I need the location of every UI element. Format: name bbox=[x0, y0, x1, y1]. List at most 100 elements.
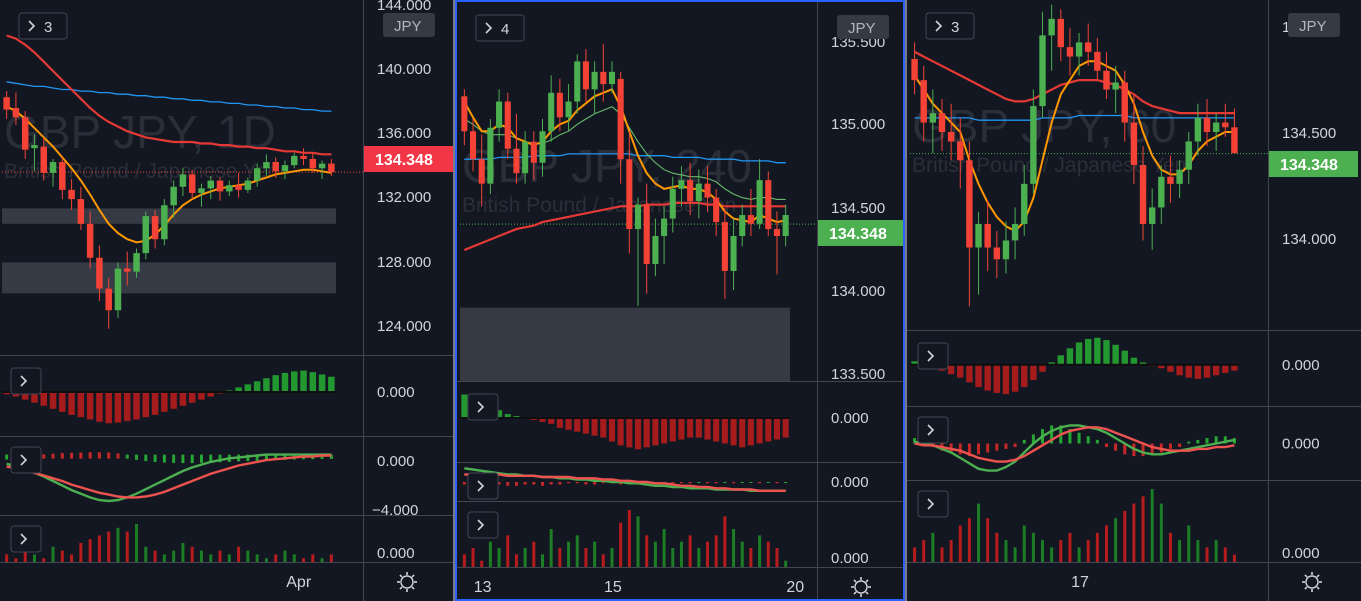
candle[interactable] bbox=[96, 245, 103, 301]
candle[interactable] bbox=[253, 163, 261, 187]
candle[interactable] bbox=[993, 231, 1001, 279]
candle[interactable] bbox=[1148, 188, 1156, 250]
candle[interactable] bbox=[1085, 23, 1092, 66]
candle[interactable] bbox=[244, 177, 252, 193]
candle[interactable] bbox=[1130, 94, 1138, 184]
candle[interactable] bbox=[291, 152, 298, 169]
candle[interactable] bbox=[40, 137, 47, 181]
candle[interactable] bbox=[1030, 89, 1037, 194]
candle[interactable] bbox=[739, 204, 746, 247]
chart-panel-daily[interactable]: GBP JPY, 1D British Pound / Japanese Yen 1… bbox=[0, 0, 453, 601]
candle[interactable] bbox=[530, 131, 537, 181]
candle[interactable] bbox=[1011, 207, 1019, 260]
candle[interactable] bbox=[574, 54, 581, 114]
candle[interactable] bbox=[281, 160, 289, 180]
indicator-expand-button[interactable] bbox=[10, 525, 42, 553]
candle[interactable] bbox=[782, 204, 789, 247]
candle[interactable] bbox=[300, 148, 307, 166]
indicator-expand-button[interactable] bbox=[10, 367, 42, 395]
candle[interactable] bbox=[1112, 66, 1119, 114]
candle[interactable] bbox=[469, 119, 477, 172]
candle[interactable] bbox=[328, 158, 335, 176]
signal-line-a[interactable] bbox=[464, 467, 786, 492]
candle[interactable] bbox=[721, 208, 728, 299]
pane-selector-button[interactable]: 4 bbox=[475, 14, 525, 42]
candle[interactable] bbox=[626, 131, 633, 254]
candle[interactable] bbox=[643, 183, 650, 294]
ma-long-line[interactable] bbox=[6, 81, 332, 112]
candle[interactable] bbox=[309, 152, 317, 173]
candle[interactable] bbox=[765, 171, 772, 237]
candle[interactable] bbox=[539, 119, 546, 177]
candle[interactable] bbox=[77, 186, 85, 230]
candle[interactable] bbox=[198, 183, 205, 207]
candle[interactable] bbox=[617, 71, 624, 184]
gear-icon[interactable] bbox=[1302, 572, 1322, 592]
candle[interactable] bbox=[695, 169, 702, 219]
candle[interactable] bbox=[170, 180, 177, 218]
candle[interactable] bbox=[513, 113, 520, 184]
candle[interactable] bbox=[773, 211, 781, 275]
chart-panel-1h[interactable]: GBP JPY, 60 British Pound / Japanese Yen 1… bbox=[907, 0, 1361, 601]
candle[interactable] bbox=[31, 134, 38, 172]
indicator-expand-button[interactable] bbox=[917, 490, 949, 518]
candle[interactable] bbox=[1176, 160, 1183, 198]
candle[interactable] bbox=[59, 157, 66, 200]
chart-panel-4h[interactable]: GBP JPY, 240 British Pound / Japanese Yen… bbox=[455, 0, 905, 601]
signal-line-b[interactable] bbox=[464, 473, 786, 492]
candle[interactable] bbox=[957, 117, 964, 189]
candle[interactable] bbox=[1158, 165, 1165, 224]
candle[interactable] bbox=[920, 66, 927, 142]
candle[interactable] bbox=[556, 78, 563, 132]
candle[interactable] bbox=[652, 218, 659, 277]
gear-icon[interactable] bbox=[851, 577, 871, 597]
zone-0[interactable] bbox=[460, 307, 790, 381]
candle[interactable] bbox=[188, 169, 196, 200]
candle[interactable] bbox=[263, 154, 270, 176]
candle[interactable] bbox=[318, 160, 326, 180]
zone-1[interactable] bbox=[2, 262, 336, 294]
candle[interactable] bbox=[747, 188, 754, 237]
candle[interactable] bbox=[1139, 146, 1147, 241]
ma-fast-line[interactable] bbox=[463, 88, 786, 224]
candle[interactable] bbox=[1021, 165, 1028, 236]
candle[interactable] bbox=[133, 248, 140, 278]
ma-slow-line[interactable] bbox=[914, 50, 1235, 115]
candle[interactable] bbox=[1057, 9, 1064, 62]
candle[interactable] bbox=[929, 89, 937, 154]
candle[interactable] bbox=[1185, 132, 1192, 184]
candle[interactable] bbox=[216, 177, 224, 201]
candle[interactable] bbox=[105, 277, 112, 329]
candle[interactable] bbox=[713, 188, 720, 237]
candle[interactable] bbox=[478, 134, 485, 207]
indicator-expand-button[interactable] bbox=[10, 446, 42, 474]
candle[interactable] bbox=[704, 166, 711, 212]
candle[interactable] bbox=[487, 119, 494, 195]
indicator-expand-button[interactable] bbox=[467, 472, 499, 500]
candle[interactable] bbox=[984, 200, 991, 272]
ma-fast-line[interactable] bbox=[6, 105, 332, 244]
indicator-expand-button[interactable] bbox=[467, 511, 499, 539]
candle[interactable] bbox=[21, 111, 29, 159]
signal-line-b[interactable] bbox=[914, 426, 1235, 463]
candle[interactable] bbox=[669, 176, 676, 233]
candle[interactable] bbox=[114, 262, 122, 318]
candle[interactable] bbox=[49, 158, 57, 187]
candle[interactable] bbox=[1167, 155, 1174, 203]
candle[interactable] bbox=[504, 92, 511, 160]
candle[interactable] bbox=[591, 61, 598, 114]
candle[interactable] bbox=[461, 89, 468, 146]
candle[interactable] bbox=[1048, 4, 1055, 71]
candle[interactable] bbox=[730, 218, 737, 291]
candle[interactable] bbox=[947, 103, 955, 161]
indicator-expand-button[interactable] bbox=[917, 416, 949, 444]
candle[interactable] bbox=[1002, 221, 1010, 274]
candle[interactable] bbox=[207, 175, 214, 200]
candle[interactable] bbox=[142, 211, 150, 260]
candle[interactable] bbox=[1094, 37, 1101, 81]
candle[interactable] bbox=[756, 159, 763, 230]
candle[interactable] bbox=[3, 91, 10, 119]
ma-slow-line[interactable] bbox=[6, 34, 332, 156]
candle[interactable] bbox=[938, 99, 946, 151]
